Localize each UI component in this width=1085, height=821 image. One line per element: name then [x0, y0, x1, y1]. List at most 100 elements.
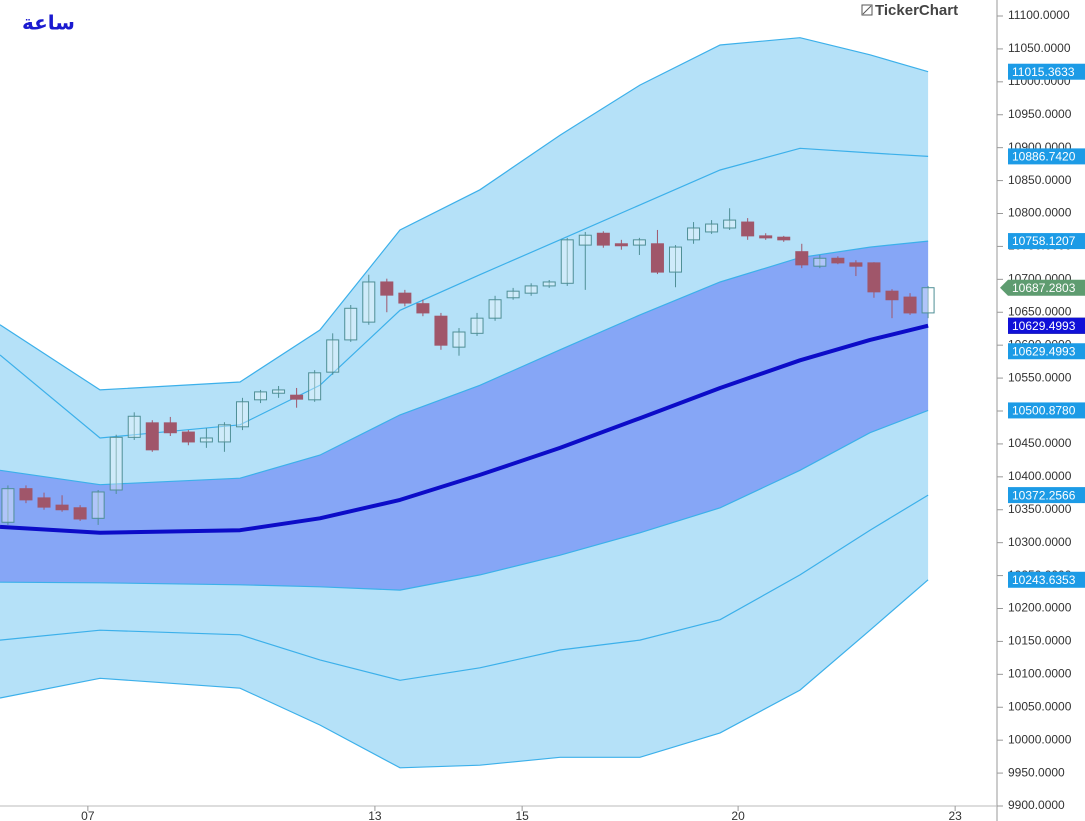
- candle-body: [145, 422, 159, 451]
- candle-body: [921, 287, 935, 314]
- candles-layer: [1, 208, 935, 525]
- candle-body: [37, 497, 51, 508]
- middle-line: [0, 323, 929, 535]
- candle-body: [777, 236, 791, 241]
- bands-layer: [0, 37, 929, 769]
- candle-body: [290, 394, 304, 400]
- candle-body: [542, 281, 556, 287]
- candle-body: [416, 303, 430, 314]
- y-tick-label: 10650.0000: [1008, 304, 1072, 318]
- price-tag-label: 10629.4993: [1012, 344, 1076, 358]
- candle-body: [362, 281, 376, 323]
- band-line: [0, 240, 929, 486]
- candle-body: [578, 234, 592, 246]
- y-tick-label: 10400.0000: [1008, 469, 1072, 483]
- watermark: TickerChart: [875, 2, 958, 19]
- candle-body: [795, 251, 809, 266]
- candle-body: [723, 219, 737, 229]
- price-tag-label: 10629.4993: [1012, 319, 1076, 333]
- price-tag-label: 10500.8780: [1012, 404, 1076, 418]
- candle-body: [109, 436, 123, 491]
- candle-body: [741, 221, 755, 237]
- price-tag-label: 10372.2566: [1012, 488, 1076, 502]
- y-tick-label: 10150.0000: [1008, 634, 1072, 648]
- price-tag: [1008, 487, 1085, 504]
- candle-body: [488, 299, 502, 319]
- band-line: [0, 409, 929, 591]
- y-tick-label: 9950.0000: [1008, 765, 1065, 779]
- y-tick-label: 10350.0000: [1008, 502, 1072, 516]
- candle-body: [650, 243, 664, 273]
- y-tick-label: 10800.0000: [1008, 206, 1072, 220]
- candle-body: [632, 239, 646, 246]
- price-tag-label: 10758.1207: [1012, 234, 1076, 248]
- price-tag: [1008, 148, 1085, 165]
- candle-body: [867, 262, 881, 293]
- candle-body: [903, 296, 917, 314]
- price-tag: [1008, 233, 1085, 250]
- x-tick-label: 07: [81, 809, 95, 821]
- candle-body: [254, 391, 268, 401]
- y-tick-label: 9900.0000: [1008, 798, 1065, 812]
- candle-body: [470, 317, 484, 334]
- y-tick-label: 11100.0000: [1008, 8, 1070, 22]
- candle-body: [344, 307, 358, 341]
- x-tick-label: 23: [948, 809, 962, 821]
- chart-title: ساعة: [22, 11, 75, 35]
- candle-body: [19, 488, 33, 501]
- x-tick-label: 20: [731, 809, 745, 821]
- candle-body: [326, 339, 340, 373]
- candle-body: [668, 246, 682, 273]
- price-tag-label: 10687.2803: [1012, 281, 1076, 295]
- candle-body: [380, 281, 394, 296]
- price-tag-label: 11015.3633: [1012, 65, 1075, 79]
- candle-body: [452, 331, 466, 348]
- y-tick-label: 10200.0000: [1008, 601, 1072, 615]
- y-tick-label: 10300.0000: [1008, 535, 1072, 549]
- candle-body: [308, 372, 322, 401]
- watermark-icon-line: [862, 5, 872, 15]
- band-line: [0, 37, 929, 391]
- candle-body: [199, 437, 213, 443]
- x-tick-label: 15: [515, 809, 529, 821]
- price-tag: [1008, 343, 1085, 360]
- candle-body: [272, 389, 286, 394]
- y-tick-label: 10450.0000: [1008, 436, 1072, 450]
- candle-body: [687, 227, 701, 241]
- candle-body: [705, 223, 719, 233]
- y-tick-label: 10050.0000: [1008, 699, 1072, 713]
- candle-body: [831, 257, 845, 264]
- candle-body: [73, 507, 87, 520]
- candle-body: [398, 292, 412, 304]
- candle-body: [885, 290, 899, 301]
- band-line: [0, 579, 929, 769]
- x-tick-label: 13: [368, 809, 382, 821]
- candle-body: [813, 257, 827, 267]
- candle-body: [560, 239, 574, 284]
- price-tags: 11015.3633 10886.7420 10758.1207 10687.2803…: [1000, 63, 1085, 588]
- candle-body: [1, 488, 15, 523]
- inner-band: [0, 241, 929, 591]
- price-tag: [1008, 571, 1085, 588]
- y-tick-label: 10550.0000: [1008, 370, 1072, 384]
- candle-body: [849, 262, 863, 267]
- candle-body: [596, 232, 610, 246]
- candle-body: [506, 290, 520, 299]
- price-tag: [1008, 402, 1085, 419]
- candle-body: [55, 504, 69, 511]
- candle-body: [759, 235, 773, 239]
- price-tag-label: 10886.7420: [1012, 150, 1076, 164]
- price-tag: [1000, 279, 1085, 296]
- y-tick-label: 10950.0000: [1008, 107, 1072, 121]
- price-tag: [1008, 63, 1085, 80]
- candle-body: [163, 422, 177, 434]
- y-tick-label: 11050.0000: [1008, 41, 1071, 55]
- candle-body: [235, 401, 249, 428]
- band-line: [0, 147, 929, 439]
- candle-body: [91, 491, 105, 519]
- y-tick-label: 10850.0000: [1008, 173, 1072, 187]
- candle-body: [524, 285, 538, 294]
- price-tag: [1008, 317, 1085, 334]
